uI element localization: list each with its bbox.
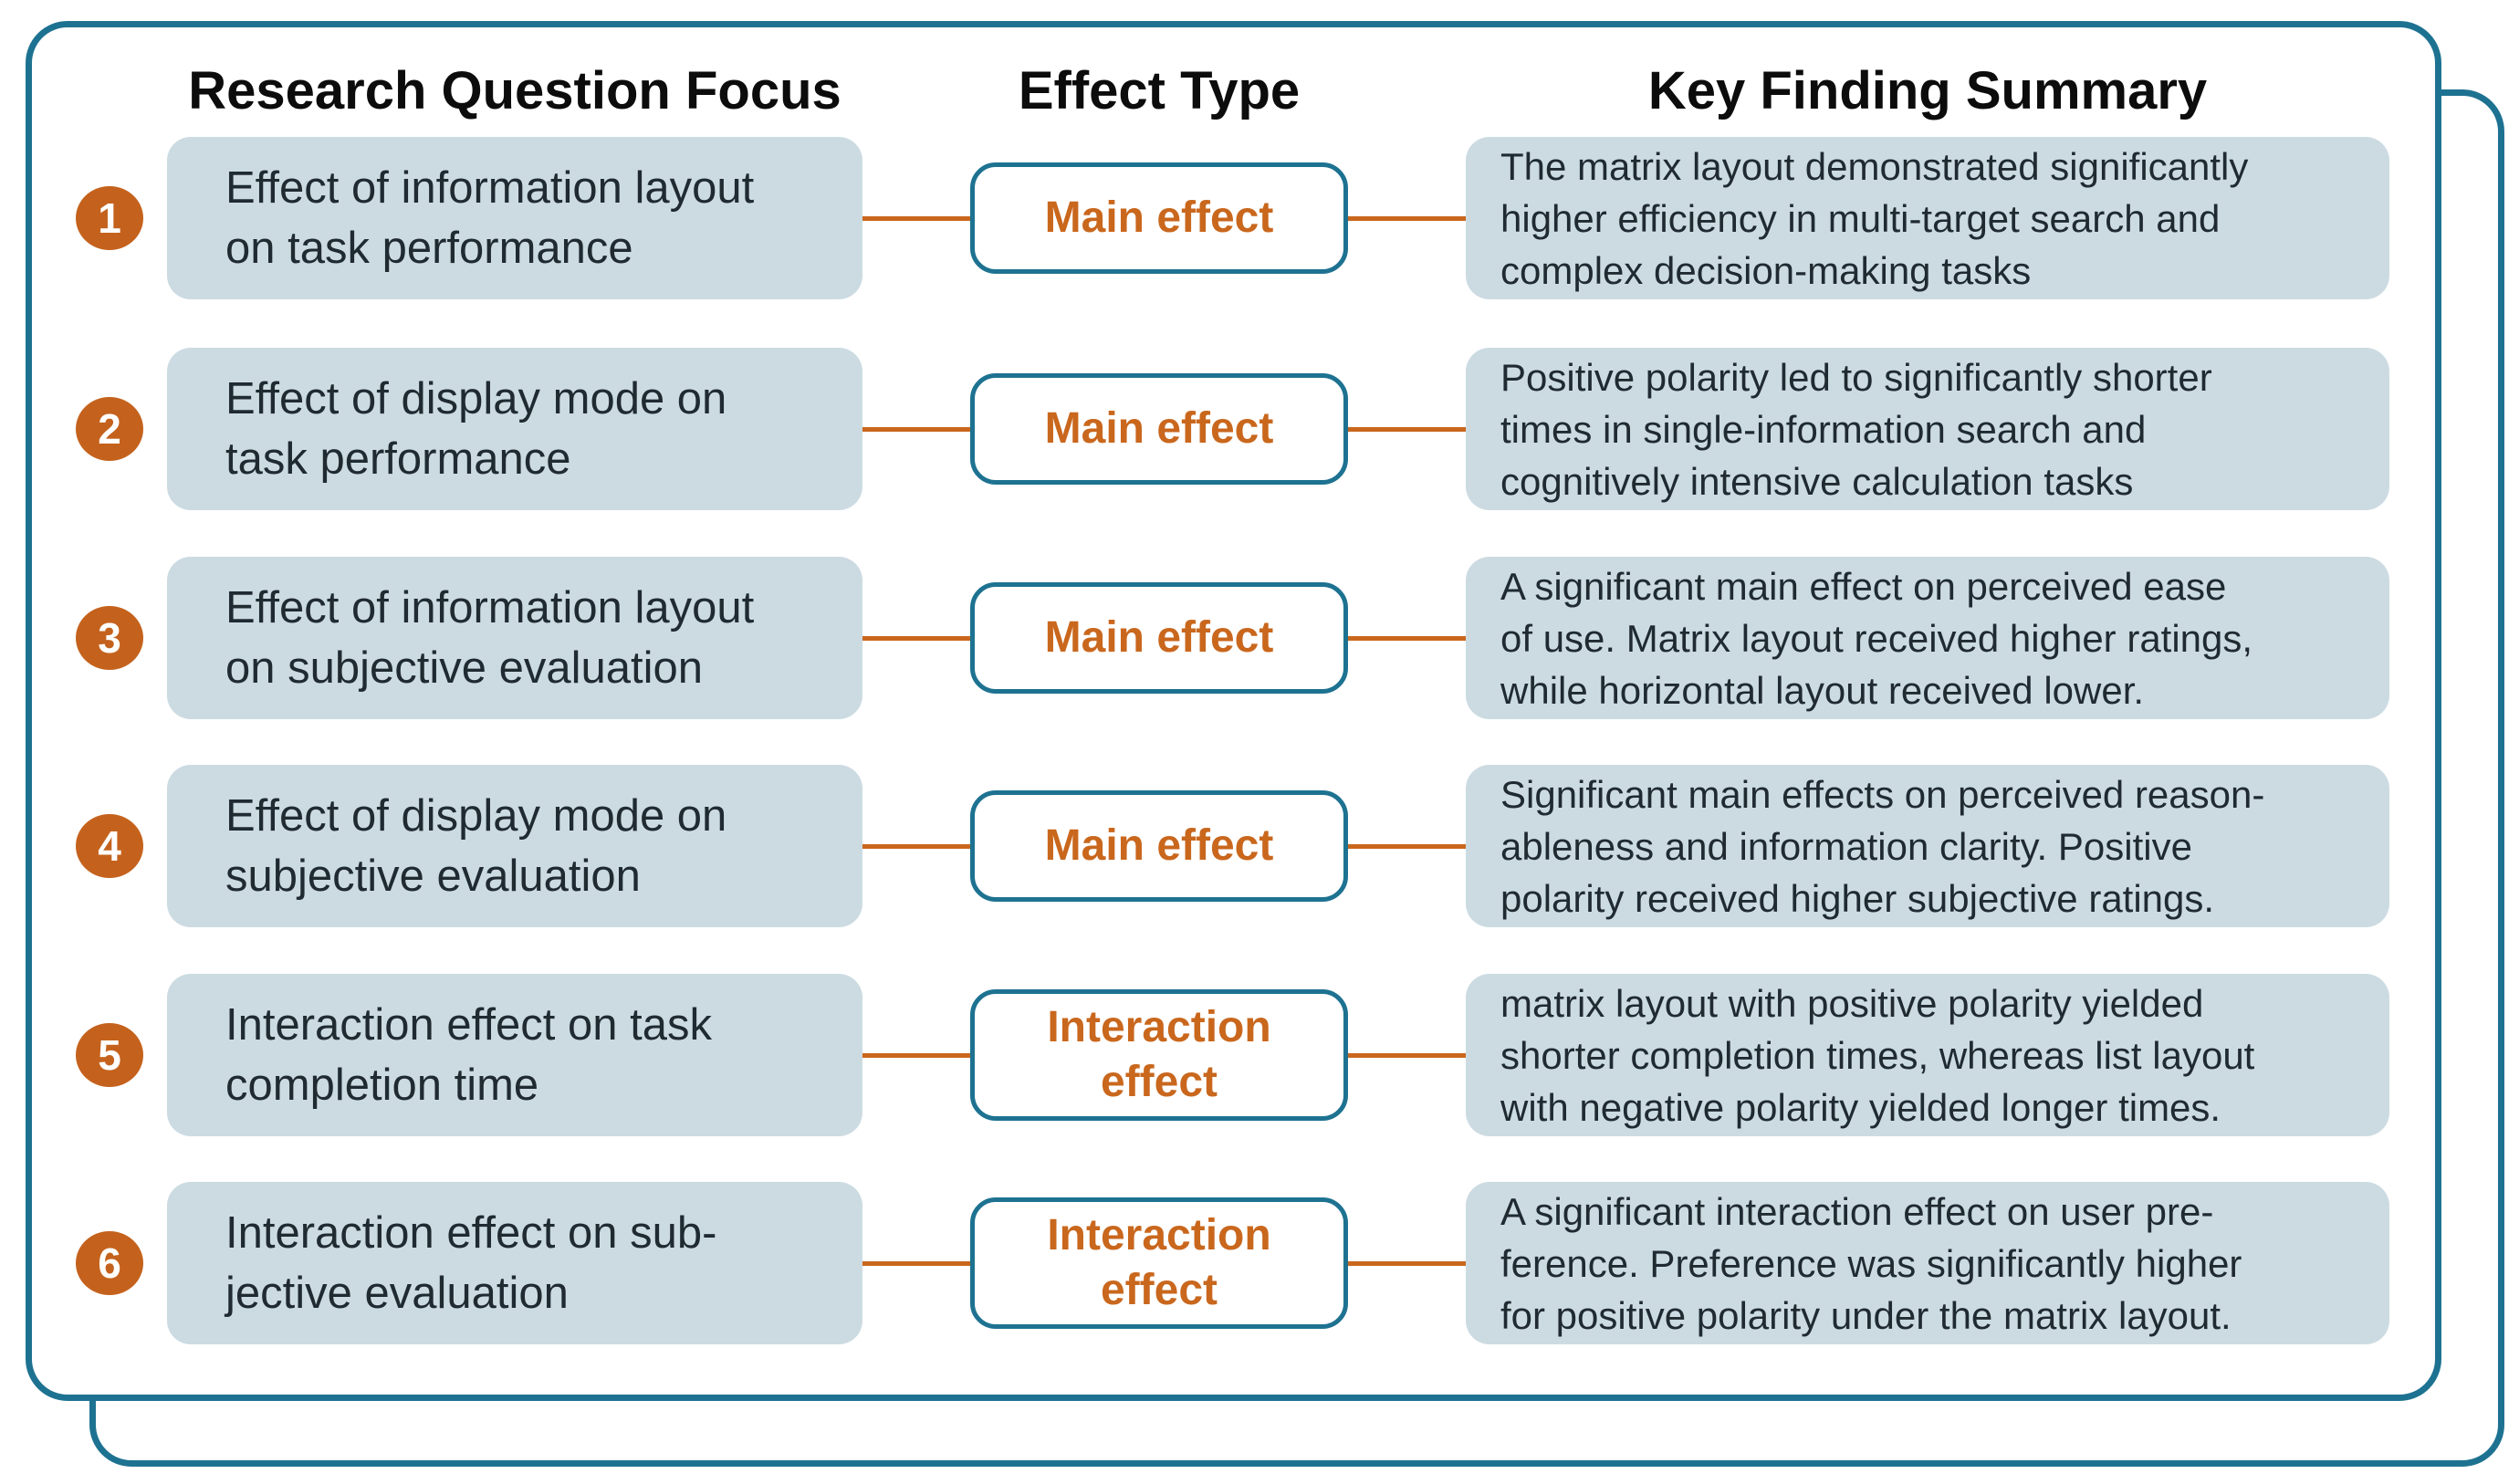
row-number-badge: 5 [76, 1023, 143, 1087]
row-number-badge: 6 [76, 1231, 143, 1295]
effect-type-pill: Interaction effect [970, 989, 1348, 1121]
key-finding-box: Positive polarity led to significantly s… [1466, 348, 2389, 510]
connector-line [1348, 427, 1466, 432]
connector-line [1348, 216, 1466, 221]
key-finding-box: Significant main effects on perceived re… [1466, 765, 2389, 927]
column-header-key-finding: Key Finding Summary [1647, 60, 2208, 120]
effect-type-pill: Interaction effect [970, 1197, 1348, 1329]
effect-type-pill: Main effect [970, 582, 1348, 694]
row-number-badge: 1 [76, 186, 143, 250]
row-number-badge: 2 [76, 397, 143, 461]
connector-line [862, 427, 970, 432]
research-question-box: Interaction effect on task completion ti… [167, 974, 862, 1136]
row-number-badge: 3 [76, 606, 143, 670]
column-header-research-question: Research Question Focus [188, 60, 841, 120]
effect-type-pill: Main effect [970, 373, 1348, 485]
research-question-box: Effect of information layout on task per… [167, 137, 862, 299]
effect-type-pill: Main effect [970, 162, 1348, 274]
research-question-box: Effect of display mode on task performan… [167, 348, 862, 510]
effect-type-pill: Main effect [970, 790, 1348, 902]
connector-line [1348, 1053, 1466, 1058]
connector-line [862, 216, 970, 221]
research-question-box: Effect of information layout on subjecti… [167, 557, 862, 719]
key-finding-box: A significant interaction effect on user… [1466, 1182, 2389, 1344]
connector-line [1348, 844, 1466, 849]
research-question-box: Interaction effect on sub- jective evalu… [167, 1182, 862, 1344]
connector-line [862, 1053, 970, 1058]
key-finding-box: The matrix layout demonstrated significa… [1466, 137, 2389, 299]
connector-line [862, 844, 970, 849]
connector-line [862, 1261, 970, 1266]
connector-line [862, 636, 970, 641]
connector-line [1348, 636, 1466, 641]
key-finding-box: A significant main effect on perceived e… [1466, 557, 2389, 719]
connector-line [1348, 1261, 1466, 1266]
research-question-box: Effect of display mode on subjective eva… [167, 765, 862, 927]
key-finding-box: matrix layout with positive polarity yie… [1466, 974, 2389, 1136]
row-number-badge: 4 [76, 814, 143, 878]
column-header-effect-type: Effect Type [1018, 60, 1301, 120]
